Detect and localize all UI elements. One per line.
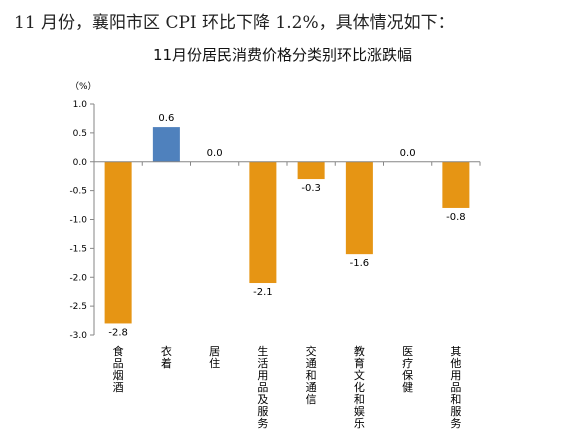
data-label: 0.6	[158, 113, 174, 124]
data-label: -0.8	[446, 212, 466, 223]
bar	[152, 127, 180, 162]
category-label: 生活用品及服务	[257, 344, 268, 430]
axes	[93, 104, 481, 335]
category-label: 食品烟酒	[113, 344, 124, 394]
y-tick-label: -1.5	[69, 244, 87, 254]
data-label: -0.3	[301, 183, 321, 194]
y-tick-label: 1.0	[73, 100, 88, 110]
data-label: -2.1	[253, 287, 273, 298]
category-label: 交通和通信	[306, 344, 317, 406]
category-label: 衣着	[161, 344, 172, 370]
bar	[104, 161, 132, 324]
y-tick-label: -3.0	[69, 331, 87, 341]
category-label: 医疗保健	[402, 345, 413, 394]
y-tick-label: -2.5	[69, 302, 87, 312]
bar	[249, 161, 277, 284]
headline: 11 月份，襄阳市区 CPI 环比下降 1.2%，具体情况如下：	[14, 13, 455, 33]
data-label: -1.6	[350, 258, 370, 269]
chart-title: 11月份居民消费价格分类别环比涨跌幅	[152, 46, 413, 64]
category-label: 教育文化和娱乐	[354, 345, 365, 430]
y-tick-label: -0.5	[69, 187, 87, 197]
bar	[442, 161, 470, 208]
y-tick-label: -2.0	[69, 273, 87, 283]
bars	[104, 127, 470, 324]
y-axis-ticks: 1.0 0.5 0.0 -0.5 -1.0 -1.5 -2.0 -2.5 -3.0	[69, 100, 94, 341]
category-label: 居住	[209, 345, 220, 370]
category-labels: 食品烟酒 衣着 居住 生活用品及服务 交通和通信 教育文化和娱乐 医疗保健 其他用品和服务	[113, 344, 462, 430]
category-label: 其他用品和服务	[450, 345, 461, 430]
y-tick-label: 0.5	[73, 129, 87, 139]
bar	[297, 161, 325, 180]
data-labels: -2.8 0.6 0.0 -2.1 -0.3 -1.6 0.0 -0.8	[108, 113, 465, 338]
data-label: -2.8	[108, 327, 128, 338]
data-label: 0.0	[207, 148, 223, 159]
y-tick-label: -1.0	[69, 216, 87, 226]
data-label: 0.0	[400, 148, 416, 159]
y-tick-label: 0.0	[73, 158, 88, 168]
bar	[345, 161, 373, 255]
y-unit-label: （%）	[70, 81, 97, 92]
